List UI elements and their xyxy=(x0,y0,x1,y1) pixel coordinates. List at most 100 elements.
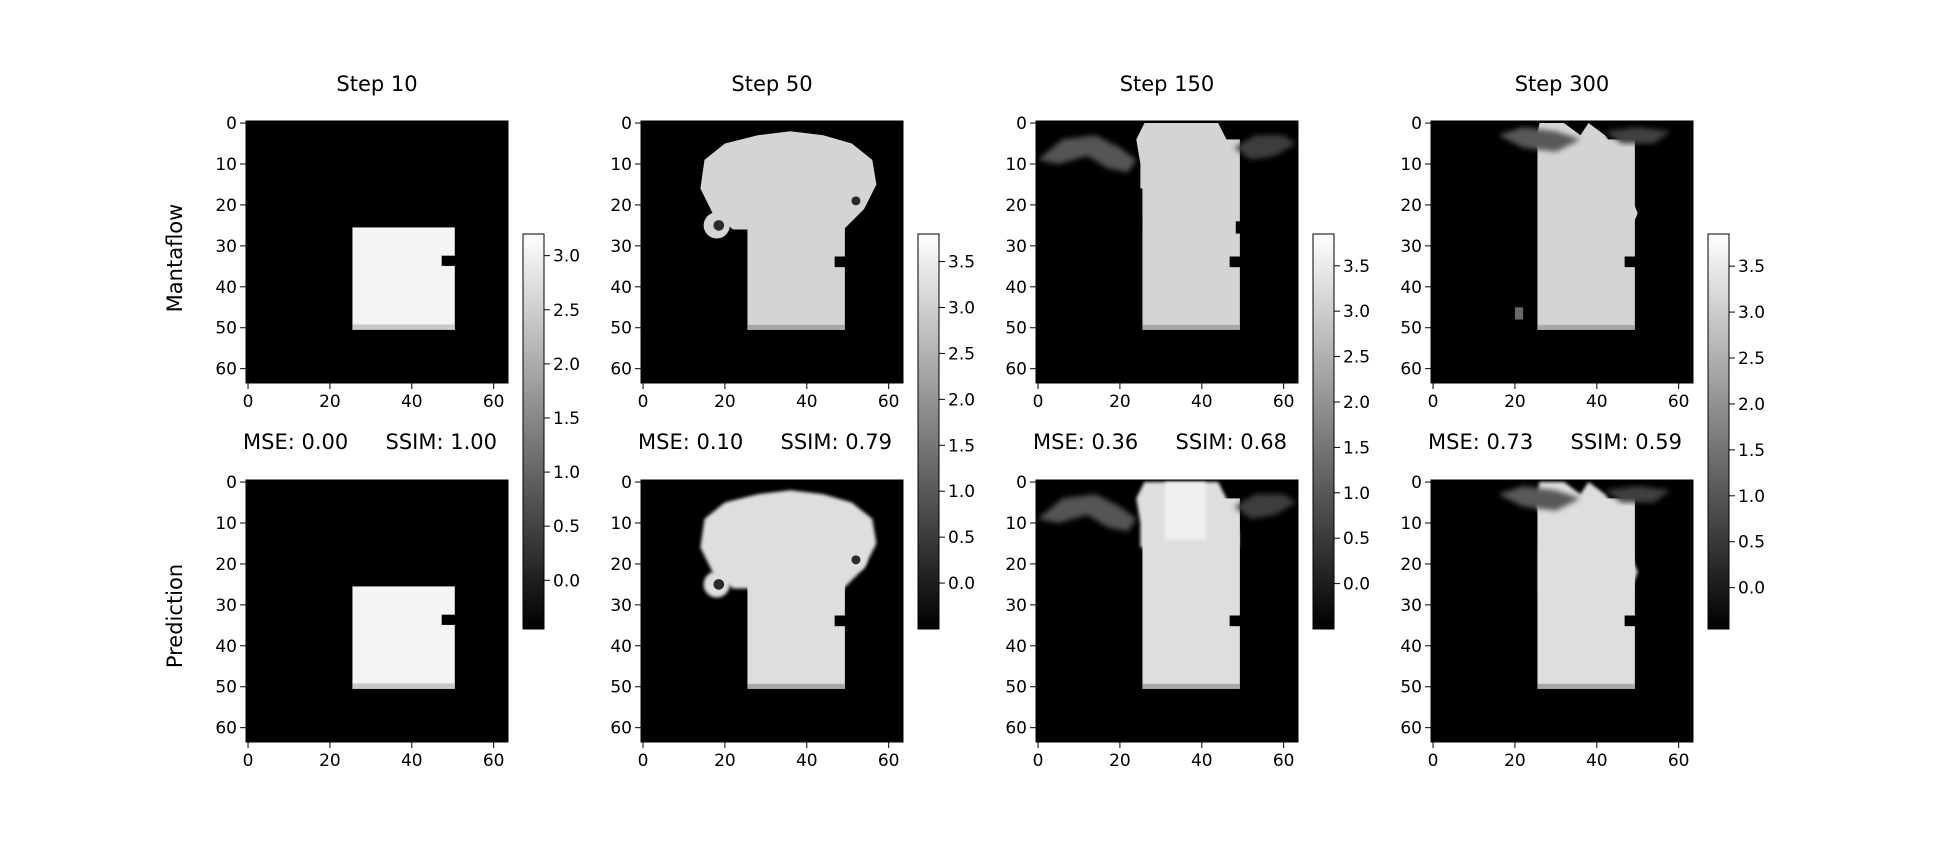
wisp-right xyxy=(1605,127,1671,144)
heatmap-frame xyxy=(1035,120,1299,384)
mantaflow-heatmap: 0 10 20 30 40 50 60 0 20 40 60 xyxy=(1400,114,1694,412)
x-tick-label: 60 xyxy=(878,392,900,412)
y-tick-label: 50 xyxy=(1005,678,1027,698)
y-tick-label: 50 xyxy=(610,319,632,339)
ssim-label: SSIM: 0.59 xyxy=(1571,430,1682,454)
plume-cap xyxy=(700,490,877,589)
y-tick-label: 30 xyxy=(215,596,237,616)
heatmap-frame xyxy=(640,120,904,384)
obstacle xyxy=(1229,256,1242,268)
notch-right xyxy=(1235,221,1242,234)
y-tick-label: 20 xyxy=(215,196,237,216)
y-tick-label: 40 xyxy=(1400,637,1422,657)
heatmap-density xyxy=(352,227,457,330)
colorbar-gradient xyxy=(1707,233,1730,630)
y-tick-label: 50 xyxy=(215,319,237,339)
x-tick-label: 60 xyxy=(878,751,900,771)
heatmap-frame xyxy=(1430,120,1694,384)
wisp-right xyxy=(1234,135,1296,160)
heatmap-frame xyxy=(245,479,509,743)
debris xyxy=(1514,307,1524,320)
y-tick-label: 60 xyxy=(1400,360,1422,380)
y-tick-label: 30 xyxy=(610,237,632,257)
density-column xyxy=(747,221,845,330)
panel-column: Step 50 0 10 20 30 40 50 60 0 20 40 60 0 10 20 30 40 50 60… xyxy=(610,72,975,771)
x-tick-label: 60 xyxy=(1273,392,1295,412)
y-tick-label: 20 xyxy=(1400,196,1422,216)
ssim-label: SSIM: 0.79 xyxy=(781,430,892,454)
x-tick-label: 0 xyxy=(1033,392,1044,412)
panel-title: Step 50 xyxy=(731,72,812,96)
x-tick-label: 0 xyxy=(243,751,254,771)
y-tick-label: 20 xyxy=(1400,555,1422,575)
prediction-heatmap: 0 10 20 30 40 50 60 0 20 40 60 xyxy=(215,473,509,771)
y-tick-label: 60 xyxy=(1400,719,1422,739)
density-column xyxy=(747,580,845,689)
heatmap-frame xyxy=(245,120,509,384)
colorbar-gradient xyxy=(1312,233,1335,630)
vortex-left-core xyxy=(713,579,725,590)
ssim-label: SSIM: 0.68 xyxy=(1176,430,1287,454)
obstacle xyxy=(1624,256,1637,268)
y-tick-label: 60 xyxy=(215,719,237,739)
mse-label: MSE: 0.00 xyxy=(243,430,348,454)
y-tick-label: 0 xyxy=(621,114,632,134)
panels: Step 10 0 10 20 30 40 50 60 0 20 40 60 0 10 20 30 40 50 60… xyxy=(215,72,1765,771)
heatmap-density xyxy=(1038,482,1296,689)
colorbar-tick-label: 2.5 xyxy=(1343,348,1370,368)
y-tick-label: 40 xyxy=(610,637,632,657)
colorbar-tick-label: 0.5 xyxy=(948,528,975,548)
x-tick-label: 60 xyxy=(1668,751,1690,771)
colorbar-tick-label: 3.5 xyxy=(1343,257,1370,277)
mantaflow-heatmap: 0 10 20 30 40 50 60 0 20 40 60 xyxy=(610,114,904,412)
density-column-edge xyxy=(1537,324,1635,330)
colorbar: 0.0 0.5 1.0 1.5 2.0 2.5 3.0 3.5 xyxy=(1312,233,1370,630)
colorbar-tick-label: 2.5 xyxy=(553,301,580,321)
colorbar-tick-label: 2.0 xyxy=(553,355,580,375)
y-tick-label: 50 xyxy=(215,678,237,698)
x-tick-label: 0 xyxy=(638,392,649,412)
panel-column: Step 150 0 10 20 30 40 50 60 0 20 40 60 0 10 20 30 40 50 6… xyxy=(1005,72,1370,771)
colorbar-tick-label: 2.0 xyxy=(1738,395,1765,415)
colorbar-tick-label: 3.5 xyxy=(948,253,975,273)
y-tick-label: 10 xyxy=(610,155,632,175)
panel-title: Step 10 xyxy=(336,72,417,96)
prediction-heatmap: 0 10 20 30 40 50 60 0 20 40 60 xyxy=(1005,473,1299,771)
y-tick-label: 0 xyxy=(226,473,237,493)
mse-label: MSE: 0.73 xyxy=(1428,430,1533,454)
x-tick-label: 40 xyxy=(401,751,423,771)
y-tick-label: 50 xyxy=(610,678,632,698)
mantaflow-heatmap: 0 10 20 30 40 50 60 0 20 40 60 xyxy=(215,114,509,412)
density-column-edge xyxy=(1142,324,1240,330)
y-tick-label: 50 xyxy=(1005,319,1027,339)
vortex-left-core xyxy=(713,220,725,231)
colorbar-tick-label: 2.0 xyxy=(1343,393,1370,413)
obstacle xyxy=(441,614,457,625)
y-tick-label: 10 xyxy=(215,514,237,534)
colorbar-tick-label: 1.5 xyxy=(1343,438,1370,458)
colorbar-tick-label: 0.0 xyxy=(1738,579,1765,599)
y-tick-label: 0 xyxy=(1016,473,1027,493)
y-tick-label: 60 xyxy=(610,360,632,380)
colorbar: 0.0 0.5 1.0 1.5 2.0 2.5 3.0 xyxy=(522,233,580,630)
colorbar-tick-label: 0.5 xyxy=(553,517,580,537)
colorbar-tick-label: 1.5 xyxy=(1738,441,1765,461)
y-tick-label: 0 xyxy=(621,473,632,493)
y-tick-label: 0 xyxy=(226,114,237,134)
colorbar: 0.0 0.5 1.0 1.5 2.0 2.5 3.0 3.5 xyxy=(1707,233,1765,630)
colorbar-tick-label: 0.0 xyxy=(553,571,580,591)
x-tick-label: 60 xyxy=(1273,751,1295,771)
y-tick-label: 60 xyxy=(610,719,632,739)
y-tick-label: 30 xyxy=(1005,596,1027,616)
heatmap-density xyxy=(700,131,877,330)
obstacle xyxy=(1229,615,1242,627)
colorbar-tick-label: 1.0 xyxy=(553,463,580,483)
x-tick-label: 20 xyxy=(714,392,736,412)
heatmap-density xyxy=(1498,482,1671,689)
x-tick-label: 60 xyxy=(483,392,505,412)
ssim-label: SSIM: 1.00 xyxy=(386,430,497,454)
y-tick-label: 60 xyxy=(1005,360,1027,380)
plume-neck xyxy=(1535,123,1638,234)
mse-label: MSE: 0.10 xyxy=(638,430,743,454)
